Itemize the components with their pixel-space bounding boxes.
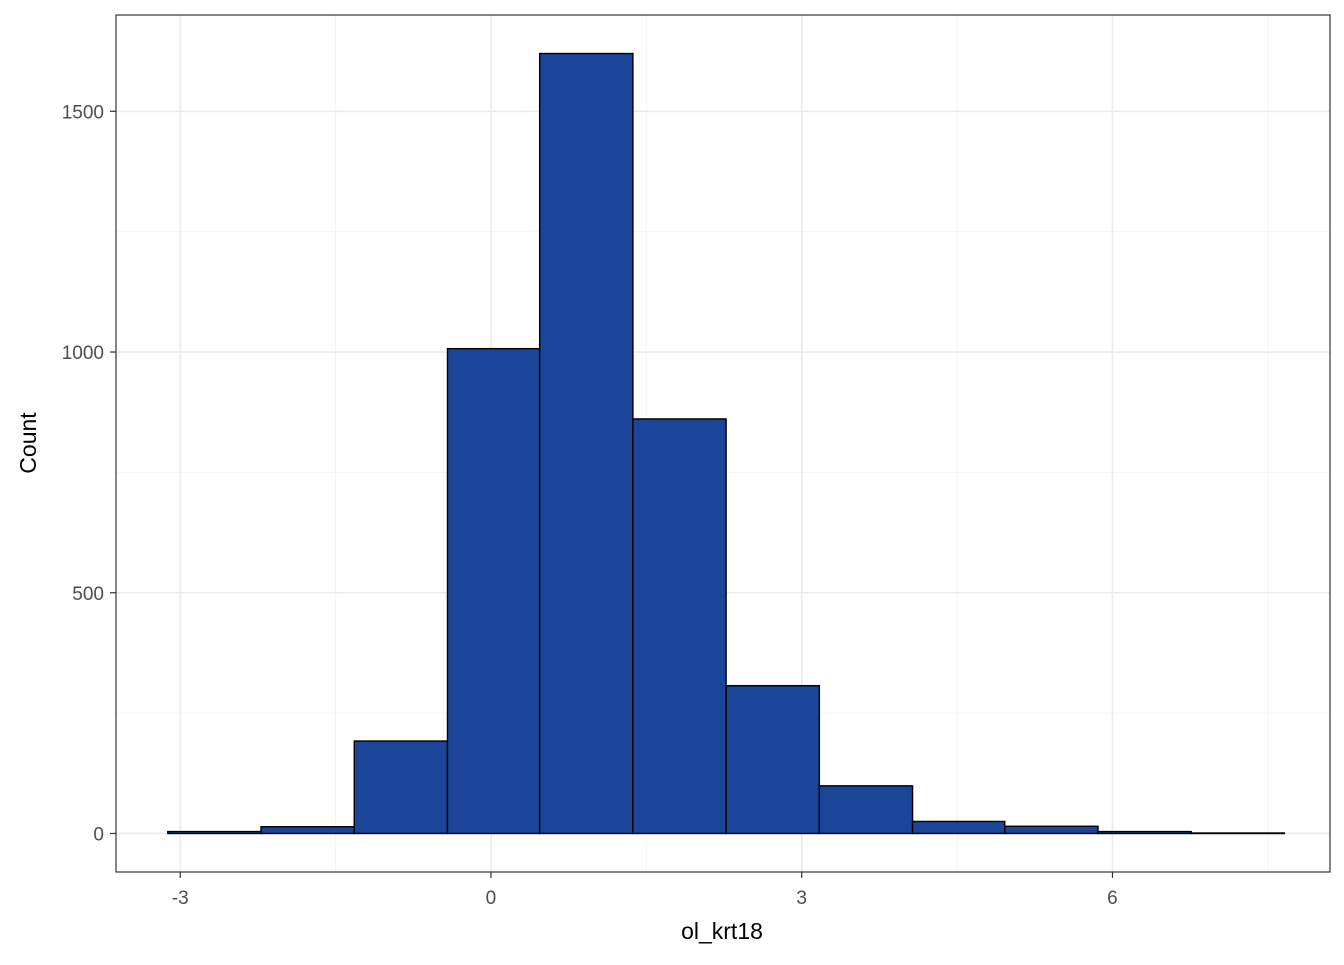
- histogram-bar-3: [353, 740, 449, 835]
- histogram-bars: [167, 52, 1286, 835]
- x-tick-label: -3: [172, 888, 189, 909]
- y-tick-label: 1500: [62, 102, 104, 123]
- histogram-bar-5: [538, 52, 634, 835]
- histogram-bar-9: [911, 820, 1006, 835]
- histogram-bar-10: [1004, 825, 1099, 835]
- histogram-bar-12: [1190, 832, 1286, 835]
- y-tick-label: 500: [72, 584, 104, 605]
- y-axis: 0 500 1000 1500: [62, 102, 116, 845]
- histogram-bar-7: [725, 684, 821, 835]
- x-axis: -3 0 3 6: [172, 872, 1118, 909]
- histogram-bar-8: [818, 785, 914, 835]
- histogram-bar-1: [167, 830, 262, 835]
- y-axis-title: Count: [15, 412, 41, 474]
- x-tick-label: 6: [1107, 888, 1118, 909]
- histogram-bar-6: [632, 418, 727, 835]
- histogram-bar-4: [446, 347, 541, 835]
- x-tick-label: 0: [486, 888, 497, 909]
- x-axis-title: ol_krt18: [681, 918, 763, 944]
- panel-border: [115, 14, 1331, 873]
- x-tick-label: 3: [796, 888, 807, 909]
- histogram-bar-11: [1097, 830, 1192, 835]
- histogram-bar-2: [260, 826, 355, 835]
- y-tick-label: 0: [93, 824, 104, 845]
- y-tick-label: 1000: [62, 343, 104, 364]
